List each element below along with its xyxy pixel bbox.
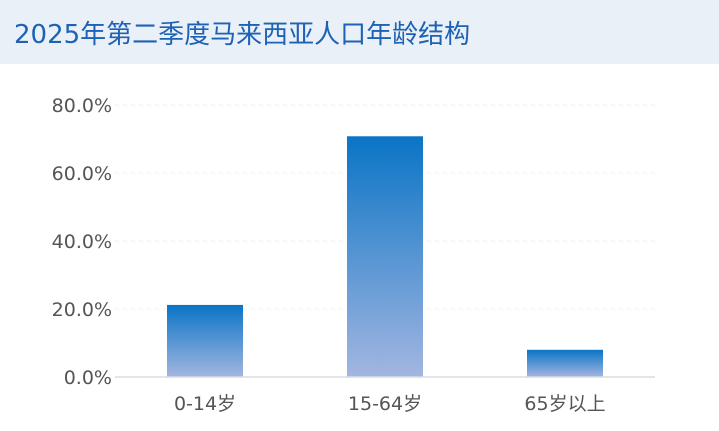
chart-header: 2025年第二季度马来西亚人口年龄结构 xyxy=(0,0,719,64)
x-tick-label: 15-64岁 xyxy=(348,393,422,415)
x-tick-label: 0-14岁 xyxy=(174,393,236,415)
bar-0-14岁[interactable] xyxy=(167,304,243,377)
y-tick-label: 60.0% xyxy=(52,163,112,185)
bar-15-64岁[interactable] xyxy=(347,136,423,377)
bar-65岁以上[interactable] xyxy=(527,349,603,377)
x-tick-label: 65岁以上 xyxy=(524,393,605,415)
y-tick-label: 40.0% xyxy=(52,231,112,253)
y-tick-label: 20.0% xyxy=(52,299,112,321)
chart-title: 2025年第二季度马来西亚人口年龄结构 xyxy=(14,20,471,50)
y-tick-label: 0.0% xyxy=(64,367,112,389)
y-tick-label: 80.0% xyxy=(52,95,112,117)
